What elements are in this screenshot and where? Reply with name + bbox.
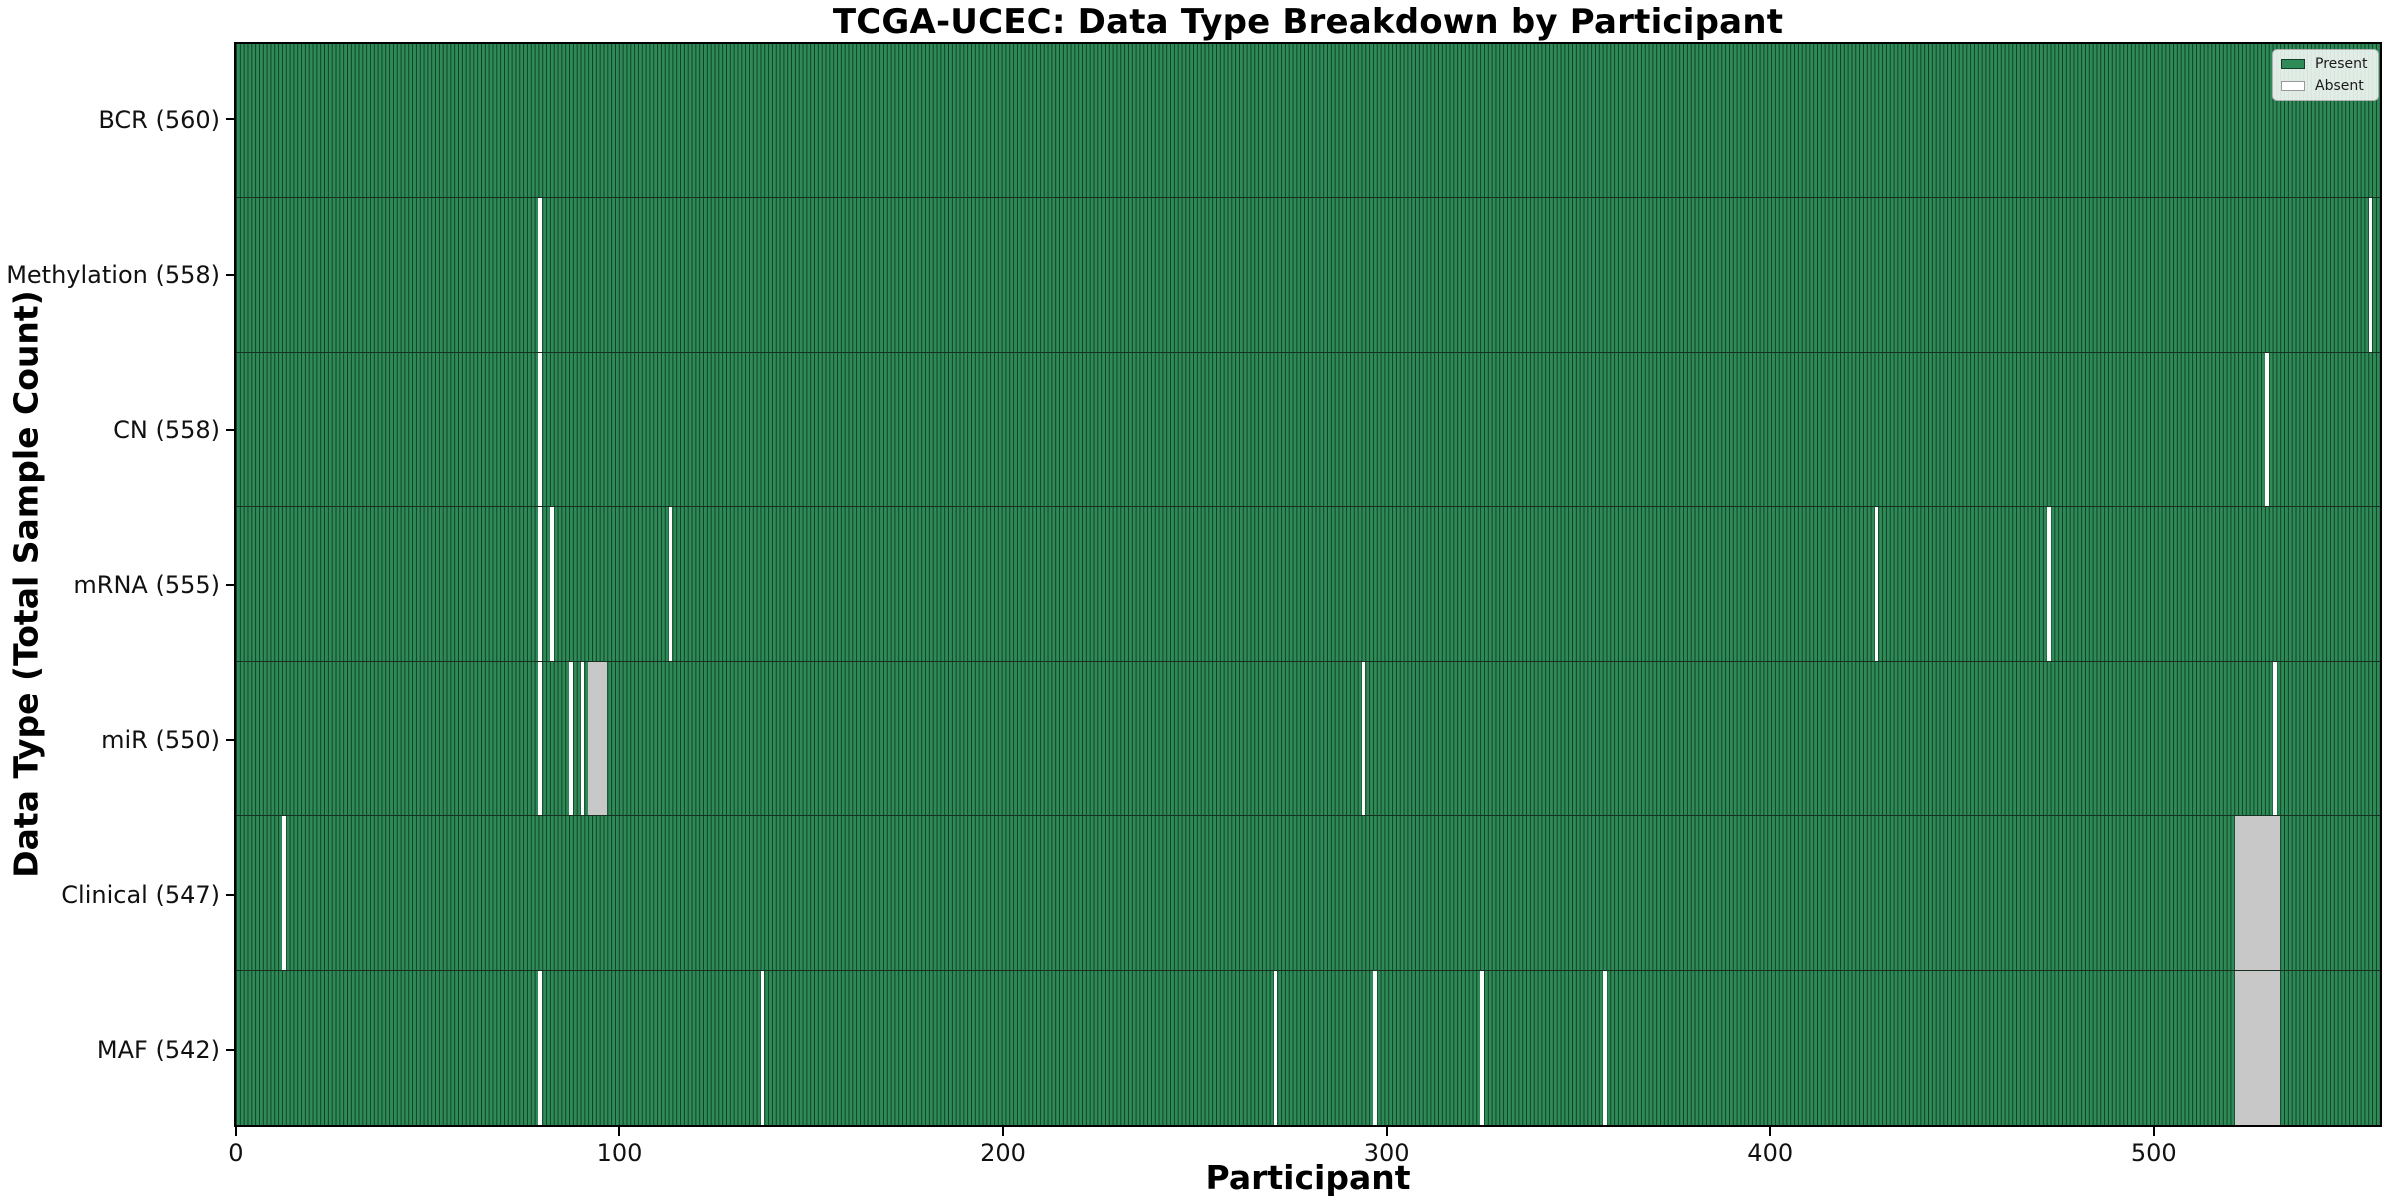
absent-gap bbox=[2234, 970, 2281, 1125]
absent-gap bbox=[538, 507, 543, 661]
absent-gap bbox=[2272, 661, 2277, 816]
x-axis-label: Participant bbox=[1205, 1158, 1411, 1197]
absent-gap bbox=[538, 352, 543, 507]
x-tick-mark bbox=[234, 1127, 237, 1136]
absent-gap bbox=[2265, 352, 2269, 507]
y-tick-label-cn: CN (558) bbox=[113, 415, 220, 444]
row-bcr bbox=[236, 44, 2380, 199]
x-tick-mark bbox=[1769, 1127, 1772, 1136]
legend-absent-label: Absent bbox=[2315, 78, 2364, 94]
absent-gap bbox=[760, 970, 765, 1125]
x-tick-mark bbox=[2152, 1127, 2155, 1136]
absent-gap bbox=[538, 661, 543, 816]
x-tick-mark bbox=[618, 1127, 621, 1136]
y-tick-label-clinical: Clinical (547) bbox=[61, 880, 220, 909]
row-mir bbox=[236, 661, 2380, 817]
y-tick-label-mrna: mRNA (555) bbox=[73, 570, 220, 599]
plot-area bbox=[234, 42, 2382, 1127]
y-tick-label-bcr: BCR (560) bbox=[98, 105, 220, 134]
legend-item-absent: Absent bbox=[2281, 78, 2368, 94]
y-tick-label-mir: miR (550) bbox=[101, 725, 220, 754]
absent-gap bbox=[1874, 507, 1879, 661]
legend-present-label: Present bbox=[2315, 56, 2368, 72]
x-axis-ticks: 0 100 200 300 400 500 bbox=[228, 1127, 2382, 1197]
x-tick-label: 100 bbox=[596, 1139, 643, 1167]
legend: Present Absent bbox=[2272, 49, 2379, 101]
absent-gap bbox=[580, 661, 585, 816]
y-tick-mark bbox=[226, 893, 234, 896]
x-tick-label: 400 bbox=[1747, 1139, 1794, 1167]
chart-title: TCGA-UCEC: Data Type Breakdown by Partic… bbox=[832, 2, 1784, 42]
legend-item-present: Present bbox=[2281, 56, 2368, 72]
x-tick-label: 200 bbox=[980, 1139, 1026, 1167]
absent-gap bbox=[538, 198, 543, 352]
absent-gap bbox=[538, 970, 543, 1125]
absent-gap bbox=[549, 507, 554, 661]
absent-gap bbox=[1480, 970, 1485, 1125]
absent-gap bbox=[1273, 970, 1278, 1125]
absent-gap bbox=[569, 661, 573, 816]
row-maf bbox=[236, 970, 2380, 1125]
absent-gap bbox=[1361, 661, 1366, 816]
legend-absent-swatch bbox=[2281, 81, 2305, 91]
row-methylation bbox=[236, 198, 2380, 353]
absent-gap bbox=[2234, 816, 2281, 970]
y-axis-ticks: BCR (560) Methylation (558) CN (558) mRNA (… bbox=[0, 42, 234, 1127]
absent-gap bbox=[1373, 970, 1377, 1125]
x-tick-label: 500 bbox=[2130, 1139, 2177, 1167]
row-cn bbox=[236, 352, 2380, 508]
row-mrna bbox=[236, 507, 2380, 662]
absent-gap bbox=[2368, 198, 2373, 352]
x-tick-mark bbox=[1002, 1127, 1005, 1136]
x-tick-label: 0 bbox=[228, 1139, 244, 1167]
y-tick-mark bbox=[226, 1048, 234, 1051]
absent-gap bbox=[668, 507, 673, 661]
row-clinical bbox=[236, 816, 2380, 971]
y-tick-mark bbox=[226, 583, 234, 586]
absent-gap bbox=[281, 816, 286, 970]
absent-gap bbox=[1602, 970, 1607, 1125]
x-tick-label: 300 bbox=[1363, 1139, 1410, 1167]
y-tick-mark bbox=[226, 428, 234, 431]
x-tick-mark bbox=[1385, 1127, 1388, 1136]
legend-present-swatch bbox=[2281, 59, 2305, 69]
y-tick-label-methylation: Methylation (558) bbox=[6, 260, 220, 289]
y-tick-label-maf: MAF (542) bbox=[96, 1035, 220, 1064]
y-tick-mark bbox=[226, 273, 234, 276]
y-tick-mark bbox=[226, 118, 234, 121]
absent-gap bbox=[588, 661, 608, 816]
absent-gap bbox=[2046, 507, 2051, 661]
y-tick-mark bbox=[226, 738, 234, 741]
